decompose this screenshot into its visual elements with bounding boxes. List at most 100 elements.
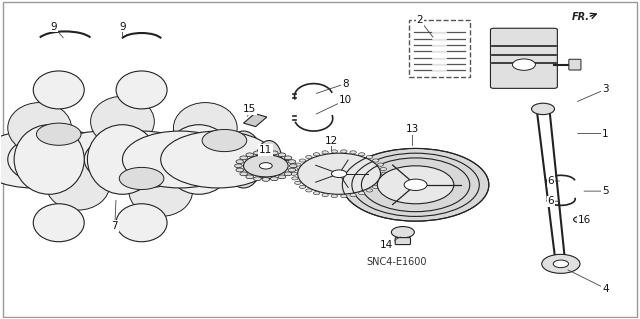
Circle shape [240,156,248,160]
Circle shape [122,131,237,188]
Text: 4: 4 [602,284,609,293]
Circle shape [8,131,122,188]
Circle shape [332,195,337,198]
Circle shape [298,153,381,194]
Circle shape [294,181,301,184]
Text: 1: 1 [602,129,609,138]
Circle shape [288,168,296,172]
Circle shape [541,254,580,273]
Circle shape [289,164,297,168]
Circle shape [292,167,298,171]
Text: 3: 3 [602,84,609,94]
Circle shape [404,179,427,190]
Text: 16: 16 [578,215,591,225]
Circle shape [553,260,568,268]
Text: 8: 8 [342,78,349,89]
Circle shape [236,160,244,164]
Circle shape [284,156,292,160]
Circle shape [358,192,365,195]
Ellipse shape [116,71,167,109]
Circle shape [84,131,199,188]
Circle shape [253,151,261,155]
Ellipse shape [88,125,157,194]
Ellipse shape [14,125,84,194]
Circle shape [119,167,164,189]
Circle shape [278,153,286,157]
Ellipse shape [129,166,193,216]
Ellipse shape [91,96,154,147]
Text: 15: 15 [243,104,257,114]
Circle shape [380,177,387,180]
Circle shape [240,172,248,176]
Text: SNC4-E1600: SNC4-E1600 [366,257,427,267]
Circle shape [300,185,306,189]
Circle shape [288,160,296,164]
Circle shape [271,177,278,181]
Bar [244,114,267,127]
Text: 9: 9 [51,22,57,32]
Circle shape [244,155,288,177]
Ellipse shape [164,125,234,194]
Circle shape [372,159,379,162]
Circle shape [342,148,489,221]
Circle shape [253,177,261,181]
Circle shape [262,150,269,154]
Text: 10: 10 [339,95,352,105]
Circle shape [161,131,275,188]
Circle shape [271,151,278,155]
Circle shape [340,150,347,153]
Text: 12: 12 [325,136,338,145]
Text: 6: 6 [547,176,554,186]
Circle shape [340,195,347,198]
Circle shape [202,130,246,152]
Circle shape [322,194,328,197]
Circle shape [36,123,81,145]
Circle shape [314,192,320,195]
Circle shape [262,178,269,181]
Circle shape [292,177,298,180]
Ellipse shape [33,71,84,109]
Text: 2: 2 [417,15,423,26]
Circle shape [372,185,379,189]
Circle shape [392,226,414,238]
Circle shape [332,170,347,178]
Circle shape [366,155,372,159]
Circle shape [350,151,356,154]
Circle shape [246,175,253,179]
Circle shape [306,155,312,159]
Circle shape [300,159,306,162]
Text: FR.: FR. [572,12,590,22]
Bar [409,20,470,77]
Circle shape [306,189,312,192]
Circle shape [532,103,554,115]
Circle shape [278,175,286,179]
FancyBboxPatch shape [395,238,410,245]
Ellipse shape [173,103,237,153]
Ellipse shape [33,204,84,242]
Circle shape [322,151,328,154]
FancyBboxPatch shape [569,59,581,70]
Circle shape [332,150,337,153]
Text: 5: 5 [602,186,609,196]
Circle shape [378,166,454,204]
Ellipse shape [116,204,167,242]
Circle shape [380,167,387,171]
Circle shape [381,172,388,175]
Circle shape [46,131,161,188]
Circle shape [377,181,383,184]
Text: 6: 6 [547,196,554,206]
Circle shape [236,168,244,172]
Circle shape [513,59,536,70]
Circle shape [350,194,356,197]
Circle shape [366,189,372,192]
Circle shape [294,163,301,166]
Circle shape [259,163,272,169]
Text: 9: 9 [119,22,126,32]
Circle shape [235,164,243,168]
Ellipse shape [225,131,262,188]
Text: 7: 7 [111,221,118,231]
Ellipse shape [46,160,109,210]
Text: 13: 13 [406,124,419,135]
Circle shape [573,216,586,223]
FancyBboxPatch shape [490,28,557,88]
